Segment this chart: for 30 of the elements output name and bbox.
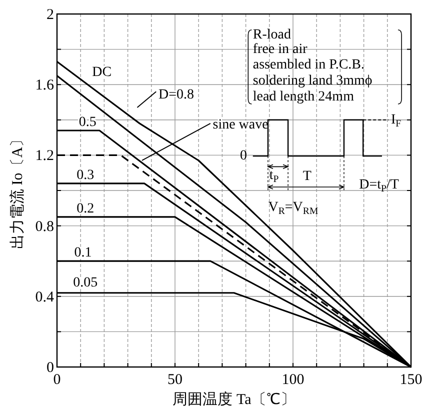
series-label: DC: [92, 64, 112, 80]
annotation: free in air: [252, 42, 308, 57]
y-tick-label: 0.4: [35, 289, 54, 306]
annotation: I$_{F}$: [390, 112, 402, 129]
series-label: 0.05: [73, 276, 98, 291]
annotation: T: [302, 168, 312, 184]
y-tick-label: 0: [46, 360, 54, 376]
y-tick-label: 0.8: [35, 218, 54, 235]
annotation: D=t$_{P}$/T: [359, 178, 399, 194]
x-tick-label: 100: [282, 372, 304, 388]
annotation: R-load: [252, 28, 291, 43]
series-label: 0.5: [78, 115, 96, 130]
annotation: 0: [240, 148, 247, 164]
annotation: V$_{R}$=V$_{RM}$: [268, 200, 318, 216]
x-tick-label: 150: [400, 372, 422, 388]
series-label: 0.2: [76, 202, 94, 217]
y-axis-title: 出力電流 Io〔A〕: [9, 132, 26, 250]
y-tick-label: 2: [46, 7, 54, 23]
annotation: assembled in P.C.B.: [252, 58, 364, 73]
series-label: 0.3: [76, 168, 94, 184]
text: sine wave: [212, 118, 268, 133]
x-tick-label: 50: [168, 372, 182, 388]
annotation: lead length 24mm: [252, 89, 354, 104]
legend-label: D=0.8: [158, 88, 194, 103]
y-tick-label: 1.2: [35, 148, 54, 164]
annotation: t$_{P}$: [269, 168, 279, 185]
series-label: 0.1: [74, 246, 92, 261]
annotation: soldering land 3mmϕ: [252, 74, 372, 89]
x-axis-title: 周囲温度 Ta〔℃〕: [172, 391, 296, 408]
y-tick-label: 1.6: [35, 78, 54, 94]
